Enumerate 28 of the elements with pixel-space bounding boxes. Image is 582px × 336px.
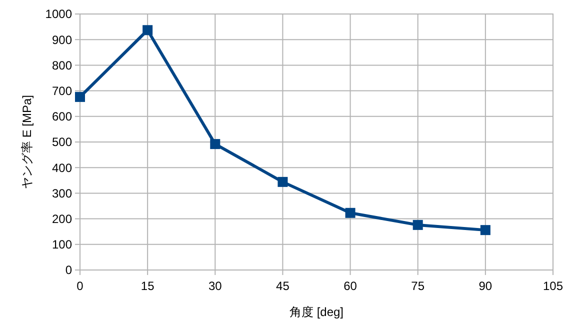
point xyxy=(278,176,288,187)
y-tick-label: 0 xyxy=(65,263,72,278)
x-axis-title: 角度 [deg] xyxy=(289,305,344,319)
point xyxy=(142,25,153,36)
y-tick-label: 300 xyxy=(52,186,72,200)
x-tick-label: 45 xyxy=(276,279,290,293)
y-axis-title: ヤング率 E [MPa] xyxy=(20,94,34,190)
point xyxy=(345,208,356,218)
x-tick-label: 60 xyxy=(344,279,358,293)
point xyxy=(210,139,220,150)
y-tick-label: 800 xyxy=(52,58,72,72)
x-tick-label: 75 xyxy=(411,279,425,293)
y-tick-label: 500 xyxy=(52,135,72,150)
point xyxy=(412,220,423,230)
y-tick-label: 1000 xyxy=(45,7,72,22)
point xyxy=(75,92,85,102)
y-tick-label: 100 xyxy=(52,238,72,252)
x-tick-label: 30 xyxy=(208,279,222,293)
y-tick-label: 900 xyxy=(52,32,72,47)
y-tick-label: 400 xyxy=(52,160,72,175)
x-tick-label: 90 xyxy=(478,279,492,293)
x-tick-label: 105 xyxy=(542,279,564,293)
y-tick-label: 200 xyxy=(52,212,72,226)
y-tick-label: 600 xyxy=(52,110,72,124)
x-tick-label: 0 xyxy=(76,279,84,293)
x-tick-label: 15 xyxy=(140,279,155,293)
y-tick-label: 700 xyxy=(52,84,72,98)
point xyxy=(480,225,490,236)
